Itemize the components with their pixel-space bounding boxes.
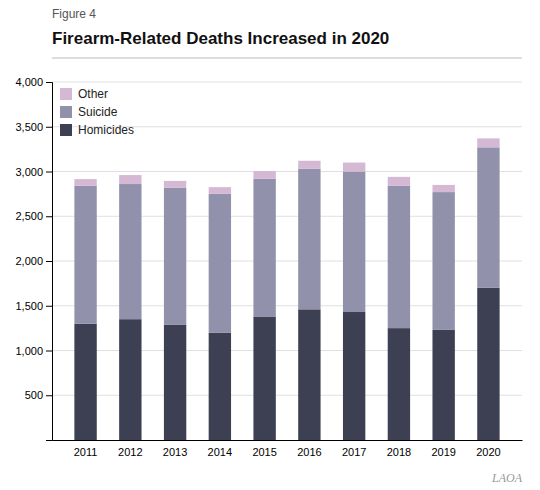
y-tick-mark	[46, 261, 52, 262]
y-tick: 1,500	[15, 300, 52, 312]
bar	[253, 171, 275, 179]
y-tick-label: 1,000	[15, 345, 43, 357]
y-tick: 2,500	[15, 210, 52, 222]
bar	[164, 188, 186, 325]
y-tick-label: 3,000	[15, 166, 43, 178]
bar	[164, 181, 186, 188]
y-axis: 500 1,000 1,500 2,000 2,500 3,000 3,500 4,000	[15, 76, 52, 440]
legend-label: Homicides	[78, 123, 134, 137]
y-axis-line	[46, 83, 53, 441]
y-tick-label: 500	[25, 389, 43, 401]
x-tick: 2012	[118, 446, 142, 458]
x-tick-label: 2016	[297, 446, 321, 458]
y-tick: 1,000	[15, 345, 52, 357]
bar	[477, 288, 499, 440]
chart: Figure 4 Firearm-Related Deaths Increased…	[0, 0, 540, 490]
x-tick-label: 2018	[387, 446, 411, 458]
y-tick-label: 4,000	[15, 76, 43, 88]
bar	[432, 192, 454, 330]
bar	[432, 185, 454, 192]
bar	[119, 319, 141, 440]
legend-swatch	[60, 106, 72, 118]
bar	[119, 175, 141, 184]
y-tick-mark	[46, 172, 52, 173]
watermark: LAOA	[491, 471, 523, 485]
y-tick: 500	[25, 389, 52, 401]
bar	[74, 324, 96, 440]
bar	[477, 138, 499, 147]
y-tick: 4,000	[15, 76, 52, 88]
y-tick-mark	[46, 127, 52, 128]
y-tick-mark	[46, 395, 52, 396]
y-tick-label: 1,500	[15, 300, 43, 312]
y-tick: 2,000	[15, 255, 52, 267]
grid-line	[52, 171, 522, 172]
y-tick-label: 3,500	[15, 121, 43, 133]
bar	[209, 194, 231, 333]
x-tick-label: 2013	[163, 446, 187, 458]
legend-swatch	[60, 124, 72, 136]
bar	[298, 169, 320, 310]
y-tick-mark	[46, 82, 52, 83]
x-tick-label: 2017	[342, 446, 366, 458]
x-axis-line	[53, 440, 523, 441]
bar	[343, 312, 365, 440]
bar	[432, 330, 454, 440]
bar	[74, 186, 96, 324]
title: Firearm-Related Deaths Increased in 2020	[52, 29, 389, 48]
bar	[388, 177, 410, 186]
bar	[343, 172, 365, 313]
x-tick: 2013	[163, 446, 187, 458]
grid-line	[52, 82, 522, 83]
bar	[298, 309, 320, 440]
y-tick-mark	[46, 351, 52, 352]
bar	[164, 325, 186, 440]
x-tick: 2018	[387, 446, 411, 458]
legend-item: Other	[60, 87, 108, 101]
x-tick: 2016	[297, 446, 321, 458]
x-tick: 2011	[74, 446, 98, 458]
legend-swatch	[60, 88, 72, 100]
bar-series	[74, 138, 499, 193]
bar-series	[74, 147, 499, 332]
bar	[74, 179, 96, 186]
bar	[119, 184, 141, 319]
x-tick: 2020	[476, 446, 500, 458]
title-separator	[52, 58, 522, 59]
x-tick-label: 2019	[431, 446, 455, 458]
y-tick-mark	[46, 306, 52, 307]
x-tick-label: 2020	[476, 446, 500, 458]
x-axis: 2011 2012 2013 2014 2015 2016 2017 2018 2019 2020	[53, 441, 523, 458]
bar	[388, 186, 410, 328]
bar	[209, 187, 231, 194]
legend-label: Suicide	[78, 105, 118, 119]
x-tick-label: 2012	[118, 446, 142, 458]
x-tick: 2017	[342, 446, 366, 458]
x-tick: 2014	[208, 446, 232, 458]
legend: Other Suicide Homicides	[60, 87, 134, 137]
y-tick-label: 2,000	[15, 255, 43, 267]
y-tick-mark	[46, 216, 52, 217]
y-tick: 3,500	[15, 121, 52, 133]
bar	[477, 147, 499, 288]
legend-item: Homicides	[60, 123, 134, 137]
x-tick: 2015	[252, 446, 276, 458]
figure-label: Figure 4	[52, 7, 96, 21]
legend-item: Suicide	[60, 105, 118, 119]
y-tick: 3,000	[15, 166, 52, 178]
y-tick-label: 2,500	[15, 210, 43, 222]
bar	[253, 179, 275, 317]
bar	[298, 161, 320, 169]
plot: 2011 2012 2013 2014 2015 2016 2017 2018 2019 2020…	[15, 76, 522, 458]
x-tick-label: 2014	[208, 446, 232, 458]
bar	[253, 316, 275, 440]
x-tick-label: 2011	[74, 446, 98, 458]
bar	[343, 163, 365, 172]
bar	[209, 333, 231, 440]
x-tick: 2019	[431, 446, 455, 458]
legend-label: Other	[78, 87, 108, 101]
bar	[388, 328, 410, 440]
x-tick-label: 2015	[252, 446, 276, 458]
bars	[74, 138, 499, 440]
